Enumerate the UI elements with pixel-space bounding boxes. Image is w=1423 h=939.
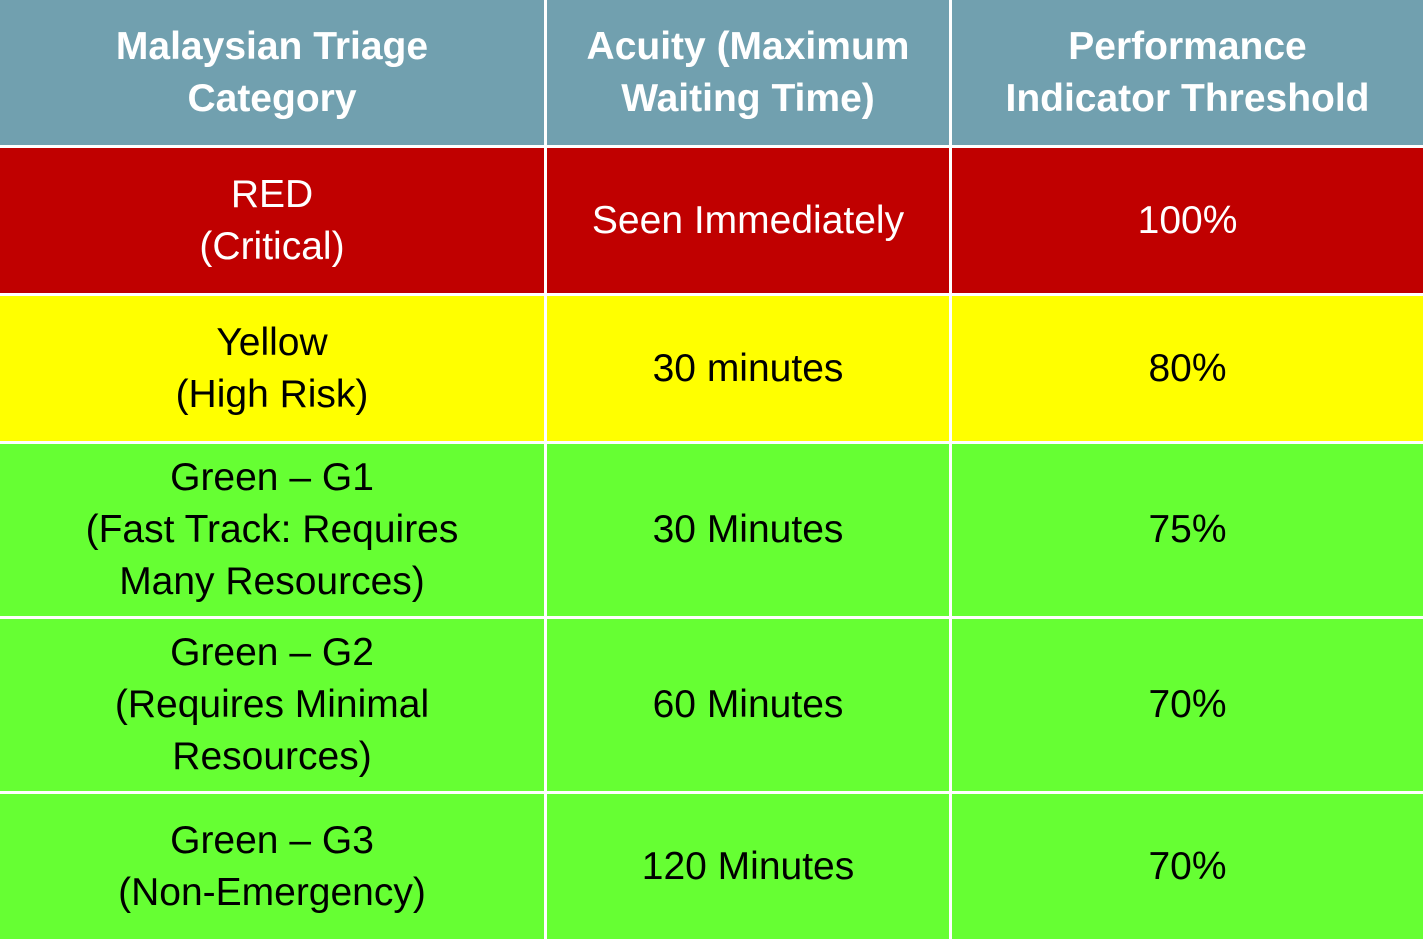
- cell-text: Green – G3: [170, 818, 374, 862]
- cell-text: Yellow: [216, 320, 328, 364]
- cell-text: 70%: [1148, 683, 1227, 726]
- table-cell: RED (Critical): [0, 148, 544, 293]
- table-cell: 30 Minutes: [547, 444, 949, 616]
- table-cell: 70%: [952, 619, 1423, 791]
- cell-text: (Non-Emergency): [118, 870, 426, 914]
- cell-text: Indicator Threshold: [1005, 76, 1370, 120]
- table-cell: 30 minutes: [547, 296, 949, 441]
- header-cell: Performance Indicator Threshold: [952, 0, 1423, 145]
- header-cell: Acuity (Maximum Waiting Time): [547, 0, 949, 145]
- cell-text: Malaysian Triage: [115, 24, 429, 68]
- cell-text: 70%: [1148, 844, 1227, 888]
- cell-text: Green – G2: [170, 631, 374, 674]
- cell-text: Many Resources): [119, 560, 425, 603]
- cell-text: 30 minutes: [652, 346, 844, 390]
- cell-text: 80%: [1148, 346, 1227, 390]
- table-cell: Yellow (High Risk): [0, 296, 544, 441]
- table-cell: 60 Minutes: [547, 619, 949, 791]
- table-cell: 100%: [952, 148, 1423, 293]
- header-cell: Malaysian Triage Category: [0, 0, 544, 145]
- table-cell: 70%: [952, 794, 1423, 939]
- table-cell: 80%: [952, 296, 1423, 441]
- cell-text: 75%: [1148, 508, 1227, 551]
- cell-text: Category: [187, 76, 357, 120]
- cell-text: RED: [230, 172, 314, 216]
- table-cell: Green – G3 (Non-Emergency): [0, 794, 544, 939]
- cell-text: Acuity (Maximum: [586, 24, 910, 68]
- table-cell: 120 Minutes: [547, 794, 949, 939]
- table-cell: 75%: [952, 444, 1423, 616]
- cell-text: 120 Minutes: [641, 844, 855, 888]
- cell-text: Resources): [172, 735, 372, 778]
- cell-text: 100%: [1137, 198, 1238, 242]
- table-cell: Green – G1 (Fast Track: Requires Many Reso…: [0, 444, 544, 616]
- table-cell: Green – G2 (Requires Minimal Resources): [0, 619, 544, 791]
- cell-text: (Requires Minimal: [114, 683, 430, 726]
- cell-text: 30 Minutes: [652, 508, 844, 551]
- table-cell: Seen Immediately: [547, 148, 949, 293]
- cell-text: 60 Minutes: [652, 683, 844, 726]
- cell-text: Performance: [1068, 24, 1307, 68]
- cell-text: (Fast Track: Requires: [85, 508, 459, 551]
- cell-text: (High Risk): [175, 372, 369, 416]
- cell-text: Waiting Time): [621, 76, 875, 120]
- cell-text: (Critical): [199, 224, 345, 268]
- cell-text: Seen Immediately: [591, 198, 905, 242]
- cell-text: Green – G1: [170, 456, 374, 499]
